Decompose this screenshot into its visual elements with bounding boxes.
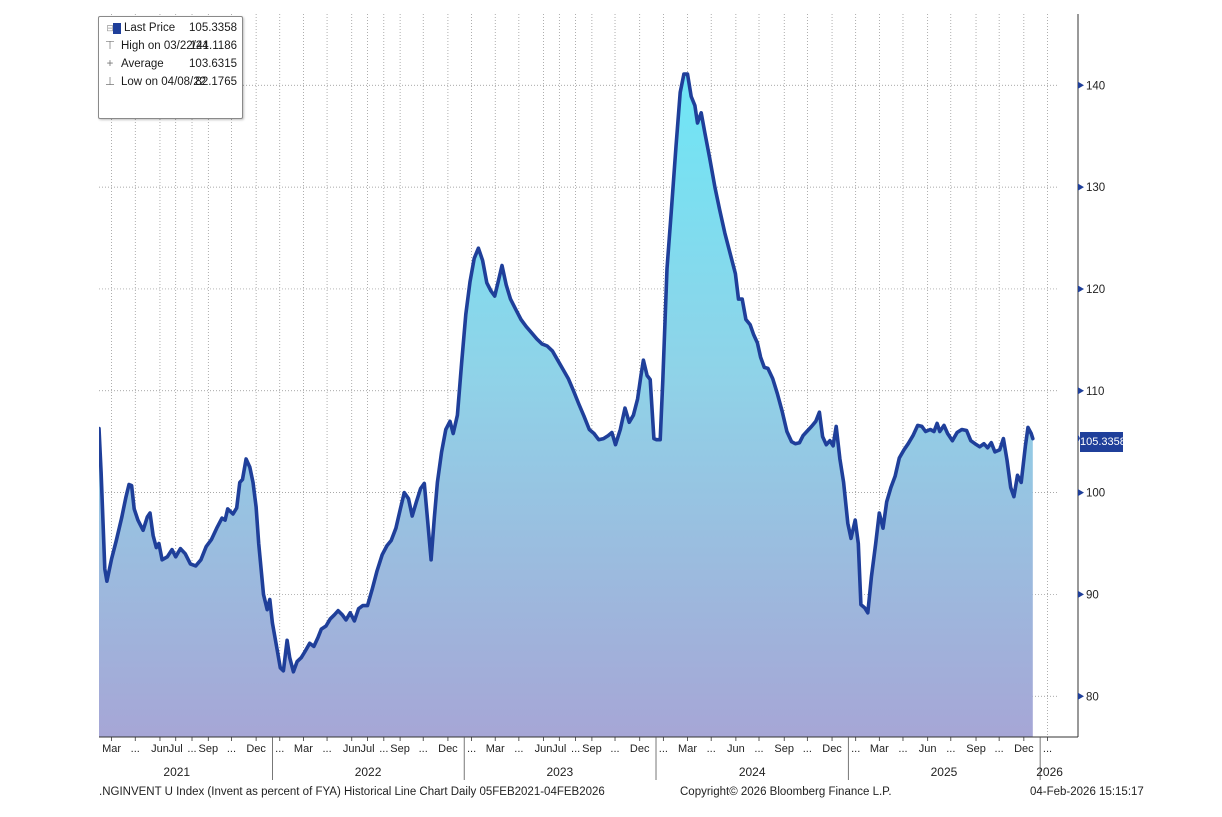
grid <box>99 14 1058 737</box>
x-month-label: Dec <box>246 743 266 755</box>
x-month-label: Sep <box>199 743 219 755</box>
x-month-label: Dec <box>438 743 458 755</box>
y-tick-label: 100 <box>1086 488 1105 500</box>
x-month-label: ... <box>946 743 955 755</box>
y-axis-ticks: 80 90 100 110 120 130 140 <box>1078 80 1105 703</box>
y-tick-label: 110 <box>1086 386 1104 398</box>
x-month-label: Jul <box>552 743 566 755</box>
x-year-label: 2025 <box>931 765 958 779</box>
last-price-marker <box>1078 434 1080 443</box>
x-month-label: Mar <box>102 743 121 755</box>
x-month-label: Jun <box>727 743 745 755</box>
x-month-label: ... <box>803 743 812 755</box>
x-month-label: Dec <box>822 743 842 755</box>
footer-timestamp: 04-Feb-2026 15:15:17 <box>1030 786 1144 798</box>
x-month-label: Mar <box>870 743 889 755</box>
x-month-label: ... <box>995 743 1004 755</box>
x-month-label: Mar <box>294 743 313 755</box>
x-month-label: ... <box>707 743 716 755</box>
y-tick-label: 80 <box>1086 691 1099 703</box>
y-tick-label: 130 <box>1086 182 1105 194</box>
series-line <box>99 72 1035 674</box>
legend-average-label: Average <box>121 58 164 70</box>
x-month-label: Jun <box>535 743 553 755</box>
legend-high-value: 141.1186 <box>189 40 237 52</box>
x-month-label: Sep <box>390 743 410 755</box>
x-month-label: ... <box>571 743 580 755</box>
x-month-label: ... <box>275 743 284 755</box>
x-month-label: ... <box>187 743 196 755</box>
x-month-label: ... <box>322 743 331 755</box>
high-marker-icon: ⊤ <box>104 40 116 52</box>
x-month-label: Sep <box>582 743 602 755</box>
y-tick-marker <box>1078 81 1084 89</box>
x-month-label: Jul <box>360 743 374 755</box>
x-month-label: ... <box>754 743 763 755</box>
legend: ⊟ Last Price 105.3358 ⊤ High on 03/22/24… <box>98 16 243 119</box>
collapse-icon: ⊟ <box>106 23 114 33</box>
legend-row-low: ⊥ Low on 04/08/22 82.1765 <box>103 73 239 91</box>
x-month-label: ... <box>379 743 388 755</box>
x-month-label: Dec <box>630 743 650 755</box>
axes <box>99 14 1079 738</box>
legend-low-label: Low on 04/08/22 <box>121 76 207 88</box>
x-month-label: Jun <box>919 743 937 755</box>
x-month-label: ... <box>898 743 907 755</box>
x-month-label: Mar <box>678 743 697 755</box>
legend-last-price-value: 105.3358 <box>189 22 237 34</box>
x-year-label: 2021 <box>163 765 190 779</box>
x-month-label: ... <box>131 743 140 755</box>
footer-copyright: Copyright© 2026 Bloomberg Finance L.P. <box>680 786 892 798</box>
legend-low-value: 82.1765 <box>195 76 237 88</box>
last-price-swatch-icon <box>113 23 121 34</box>
x-month-label: Jun <box>343 743 361 755</box>
x-month-label: ... <box>610 743 619 755</box>
x-month-label: Mar <box>486 743 505 755</box>
x-year-label: 2022 <box>355 765 382 779</box>
series-area <box>99 74 1033 737</box>
x-month-label: Jul <box>169 743 183 755</box>
legend-row-average: + Average 103.6315 <box>103 55 239 73</box>
y-tick-marker <box>1078 590 1084 598</box>
legend-row-high: ⊤ High on 03/22/24 141.1186 <box>103 37 239 55</box>
y-tick-label: 90 <box>1086 589 1099 601</box>
x-month-label: Dec <box>1014 743 1034 755</box>
y-tick-marker <box>1078 489 1084 497</box>
x-year-label: 2024 <box>739 765 766 779</box>
y-tick-marker <box>1078 183 1084 191</box>
y-tick-marker <box>1078 387 1084 395</box>
x-axis-ticks: Mar... Jun Jul... Sep... Dec... Mar... Jun Jul.… <box>102 737 1063 780</box>
x-month-label: Sep <box>966 743 986 755</box>
footer-description: .NGINVENT U Index (Invent as percent of … <box>99 786 605 798</box>
x-year-label: 2026 <box>1036 765 1063 779</box>
x-month-label: ... <box>1043 743 1052 755</box>
x-month-label: ... <box>419 743 428 755</box>
x-month-label: Sep <box>774 743 794 755</box>
legend-row-last-price: ⊟ Last Price 105.3358 <box>103 19 239 37</box>
last-price-badge: 105.3358 <box>1080 432 1126 452</box>
x-year-label: 2023 <box>546 765 573 779</box>
x-month-label: Jun <box>151 743 169 755</box>
x-month-label: ... <box>514 743 523 755</box>
x-month-label: ... <box>467 743 476 755</box>
legend-high-label: High on 03/22/24 <box>121 40 209 52</box>
legend-last-price-label: Last Price <box>124 22 176 34</box>
x-month-label: ... <box>659 743 668 755</box>
y-tick-marker <box>1078 285 1084 293</box>
average-marker-icon: + <box>106 58 114 70</box>
low-marker-icon: ⊥ <box>104 76 116 88</box>
y-tick-marker <box>1078 692 1084 700</box>
y-tick-label: 140 <box>1086 80 1105 92</box>
x-month-label: ... <box>227 743 236 755</box>
y-tick-label: 120 <box>1086 284 1105 296</box>
legend-average-value: 103.6315 <box>189 58 237 70</box>
x-month-label: ... <box>851 743 860 755</box>
